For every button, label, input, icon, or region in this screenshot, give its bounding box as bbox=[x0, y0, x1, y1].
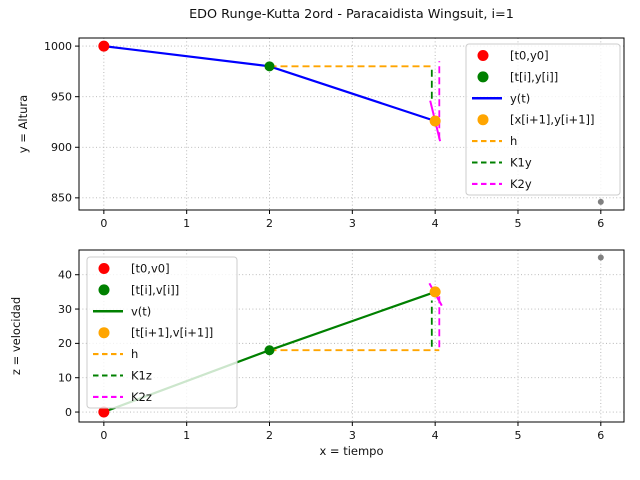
x-tick-label: 4 bbox=[432, 429, 439, 442]
legend-entry-k1y: K1y bbox=[472, 156, 532, 170]
marker-future-point bbox=[597, 254, 604, 261]
y-tick-label: 900 bbox=[51, 141, 72, 154]
x-axis-label: x = tiempo bbox=[319, 444, 383, 458]
x-tick-label: 2 bbox=[266, 217, 273, 230]
x-tick-label: 5 bbox=[514, 217, 521, 230]
legend-label: [t0,v0] bbox=[131, 262, 170, 276]
x-tick-label: 6 bbox=[597, 429, 604, 442]
legend-marker-swatch bbox=[477, 50, 489, 61]
x-tick-label: 2 bbox=[266, 429, 273, 442]
legend-entry-t-i-1-v-i-1: [t[i+1],v[i+1]] bbox=[98, 326, 213, 340]
y-tick-label: 30 bbox=[58, 303, 72, 316]
x-tick-label: 1 bbox=[183, 429, 190, 442]
legend-entry-h: h bbox=[93, 347, 138, 361]
y-axis-label: y = Altura bbox=[16, 95, 30, 153]
legend-label: h bbox=[510, 134, 517, 148]
legend-label: [t[i+1],v[i+1]] bbox=[131, 326, 213, 340]
legend-entry-t0-v0: [t0,v0] bbox=[98, 262, 170, 276]
legend-label: K2z bbox=[131, 390, 152, 404]
legend-box bbox=[86, 256, 238, 409]
y-axis-label: z = velocidad bbox=[9, 297, 23, 375]
legend: [t0,v0] [t[i],v[i]] v(t) [t[i+1],v[i+1]] h K1… bbox=[86, 256, 238, 409]
legend-marker-swatch bbox=[98, 263, 110, 274]
legend-label: [x[i+1],y[i+1]] bbox=[510, 113, 594, 127]
legend-label: y(t) bbox=[510, 91, 530, 105]
y-tick-label: 850 bbox=[51, 192, 72, 205]
legend-entry-t-i-y-i: [t[i],y[i]] bbox=[477, 70, 558, 84]
x-tick-label: 5 bbox=[514, 429, 521, 442]
marker-current-point bbox=[264, 345, 275, 356]
y-tick-label: 40 bbox=[58, 269, 72, 282]
legend-label: v(t) bbox=[131, 304, 151, 318]
chart-title: EDO Runge-Kutta 2ord - Paracaidista Wing… bbox=[189, 7, 514, 22]
legend-entry-h: h bbox=[472, 134, 517, 148]
legend-marker-swatch bbox=[98, 284, 110, 296]
legend-marker-swatch bbox=[98, 327, 110, 339]
marker-next-point bbox=[429, 115, 441, 127]
y-tick-label: 1000 bbox=[44, 40, 72, 53]
axes-spine bbox=[78, 249, 625, 423]
legend-label: K2y bbox=[510, 177, 532, 191]
velocidad-subplot: 0 1 2 3 4 5 6 0 10 20 30 40 x = tiempo z = velocidad [… bbox=[9, 249, 625, 458]
x-tick-label: 0 bbox=[100, 429, 107, 442]
legend-label: [t[i],y[i]] bbox=[510, 70, 558, 84]
legend: [t0,y0] [t[i],y[i]] y(t) [x[i+1],y[i+1]] h K1… bbox=[465, 43, 621, 196]
legend-box bbox=[465, 43, 621, 196]
legend-label: K1y bbox=[510, 156, 532, 170]
legend-label: h bbox=[131, 347, 138, 361]
y-tick-label: 10 bbox=[58, 372, 72, 385]
legend-marker-swatch bbox=[477, 114, 489, 126]
x-tick-label: 3 bbox=[349, 429, 356, 442]
x-tick-label: 3 bbox=[349, 217, 356, 230]
legend-entry-y-t: y(t) bbox=[472, 91, 530, 105]
legend-entry-t-i-v-i: [t[i],v[i]] bbox=[98, 283, 179, 297]
y-tick-label: 0 bbox=[65, 406, 72, 419]
y-tick-label: 20 bbox=[58, 337, 72, 350]
legend-entry-x-i-1-y-i-1: [x[i+1],y[i+1]] bbox=[477, 113, 594, 127]
legend-entry-t0-y0: [t0,y0] bbox=[477, 49, 549, 63]
legend-entry-k1z: K1z bbox=[93, 369, 152, 383]
legend-label: [t0,y0] bbox=[510, 49, 549, 63]
legend-marker-swatch bbox=[477, 71, 489, 83]
marker-next-point bbox=[429, 286, 441, 298]
y-tick-label: 950 bbox=[51, 90, 72, 103]
x-tick-label: 4 bbox=[432, 217, 439, 230]
legend-label: K1z bbox=[131, 369, 152, 383]
marker-future-point bbox=[597, 198, 604, 205]
x-tick-label: 0 bbox=[100, 217, 107, 230]
x-tick-label: 1 bbox=[183, 217, 190, 230]
legend-entry-k2z: K2z bbox=[93, 390, 152, 404]
marker-current-point bbox=[264, 61, 275, 72]
marker-initial-point bbox=[98, 406, 110, 418]
x-tick-label: 6 bbox=[597, 217, 604, 230]
legend-label: [t[i],v[i]] bbox=[131, 283, 179, 297]
marker-initial-point bbox=[98, 40, 110, 52]
legend-entry-v-t: v(t) bbox=[93, 304, 151, 318]
altura-subplot: 0 1 2 3 4 5 6 850 900 950 1000 y = Altura [t0,y0] [t[… bbox=[16, 37, 625, 230]
axes-spine bbox=[78, 37, 625, 211]
legend-entry-k2y: K2y bbox=[472, 177, 532, 191]
